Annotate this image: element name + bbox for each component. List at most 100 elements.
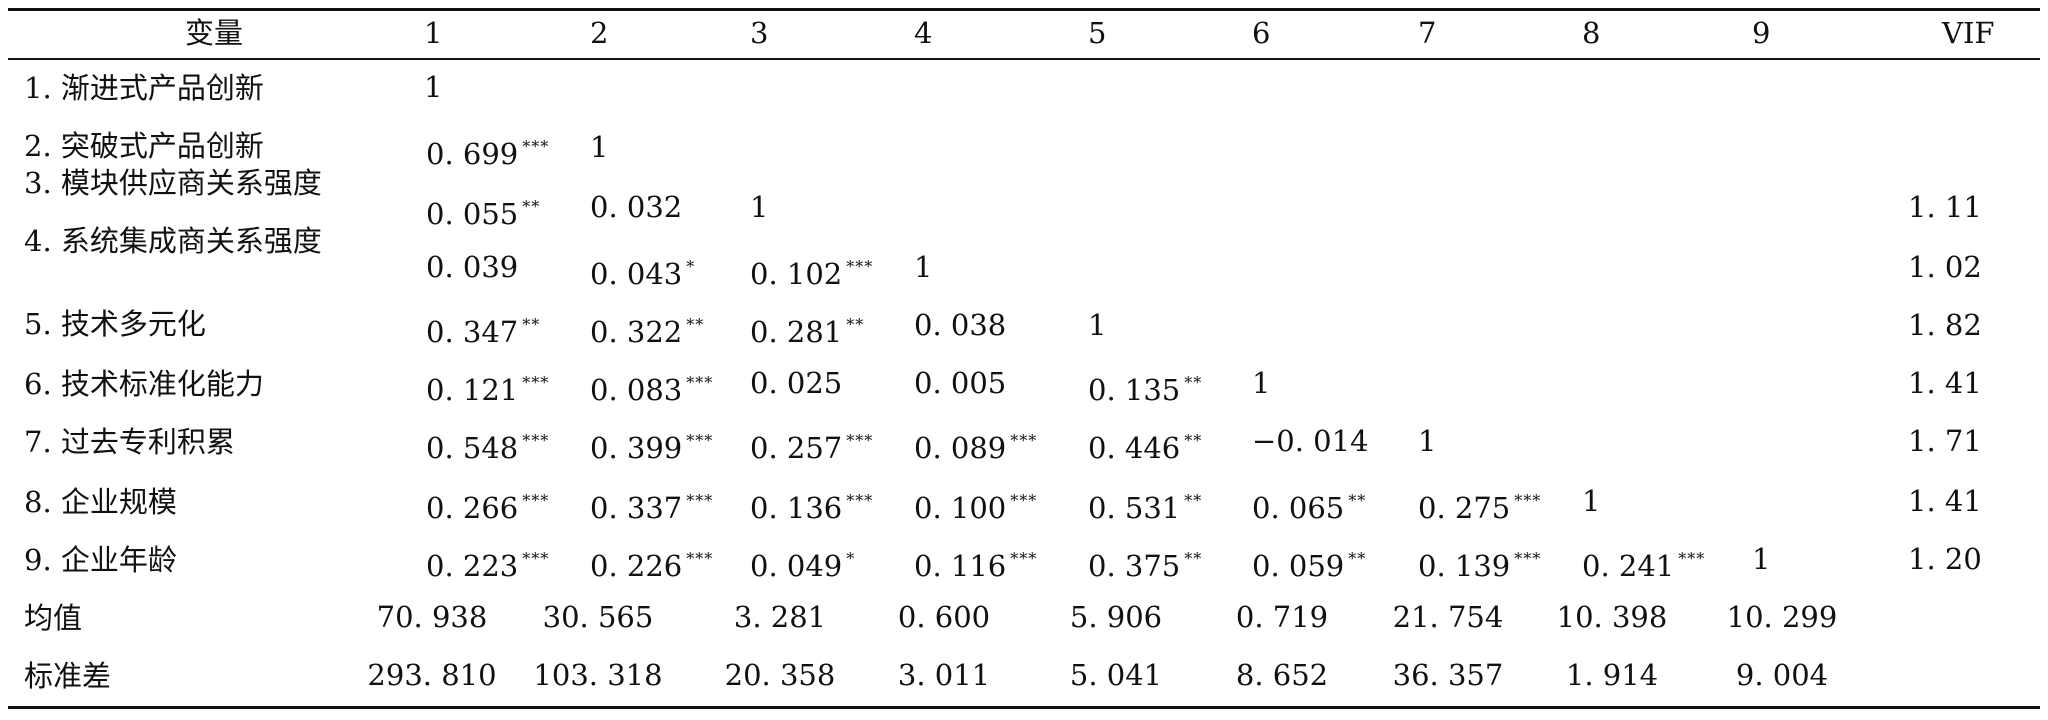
cell-value: 0. 322 — [590, 315, 683, 349]
cell-value: 0. 039 — [426, 250, 519, 284]
table-cell: 0. 375 ** — [1088, 542, 1202, 583]
stats-value: 1. 914 — [1565, 658, 1659, 692]
stats-value: 20. 358 — [724, 658, 836, 692]
significance-marker: *** — [846, 257, 874, 276]
cell-value: 0. 241 — [1582, 549, 1675, 583]
table-cell: 0. 100 *** — [914, 484, 1037, 525]
significance-marker: ** — [846, 315, 865, 334]
table-cell: 0. 266 *** — [426, 484, 549, 525]
table-cell: 0. 548 *** — [426, 424, 549, 465]
table-cell: 0. 121 *** — [426, 366, 549, 407]
cell-value: 0. 226 — [590, 549, 683, 583]
table-cell: 1 — [424, 70, 442, 104]
significance-marker: *** — [1010, 431, 1038, 450]
vif-value: 1. 02 — [1908, 250, 1982, 284]
stats-value: 9. 004 — [1735, 658, 1829, 692]
cell-value: 0. 043 — [590, 257, 683, 291]
table-cell: 0. 322 ** — [590, 308, 704, 349]
table-cell: 0. 275 *** — [1418, 484, 1541, 525]
table-cell: 1 — [1752, 542, 1770, 576]
header-col-2: 2 — [590, 16, 609, 50]
cell-value: 1 — [1088, 308, 1107, 342]
stats-value: 5. 906 — [1069, 600, 1163, 634]
cell-value: 0. 281 — [750, 315, 843, 349]
stats-value: 0. 719 — [1235, 600, 1329, 634]
significance-marker: *** — [1010, 549, 1038, 568]
cell-value: 0. 275 — [1418, 491, 1511, 525]
table-cell: 1 — [914, 250, 932, 284]
stats-value: 36. 357 — [1392, 658, 1504, 692]
cell-value: −0. 014 — [1252, 424, 1369, 458]
cell-value: 0. 337 — [590, 491, 683, 525]
cell-value: 0. 100 — [914, 491, 1007, 525]
cell-value: 0. 059 — [1252, 549, 1345, 583]
cell-value: 0. 121 — [426, 373, 519, 407]
cell-value: 0. 049 — [750, 549, 843, 583]
cell-value: 0. 375 — [1088, 549, 1181, 583]
significance-marker: ** — [1184, 549, 1203, 568]
table-cell: 0. 005 — [914, 366, 1006, 400]
significance-marker: *** — [846, 491, 874, 510]
table-cell: 0. 065 ** — [1252, 484, 1366, 525]
table-cell: 1 — [1418, 424, 1436, 458]
cell-value: 0. 548 — [426, 431, 519, 465]
row-label: 6. 技术标准化能力 — [24, 367, 264, 401]
cell-value: 1 — [750, 190, 769, 224]
significance-marker: *** — [686, 549, 714, 568]
table-top-rule — [8, 8, 2040, 11]
table-cell: 0. 281 ** — [750, 308, 864, 349]
cell-value: 0. 136 — [750, 491, 843, 525]
cell-value: 0. 025 — [750, 366, 843, 400]
significance-marker: *** — [1514, 491, 1542, 510]
cell-value: 0. 116 — [914, 549, 1007, 583]
table-cell: 0. 055 ** — [426, 190, 540, 231]
stats-value: 3. 011 — [897, 658, 991, 692]
cell-value: 0. 032 — [590, 190, 683, 224]
cell-value: 0. 065 — [1252, 491, 1345, 525]
header-vif: VIF — [1942, 16, 1995, 50]
table-cell: 0. 347 ** — [426, 308, 540, 349]
table-cell: 0. 039 — [426, 250, 518, 284]
table-cell: 0. 043 * — [590, 250, 695, 291]
significance-marker: ** — [1348, 491, 1367, 510]
significance-marker: *** — [686, 373, 714, 392]
cell-value: 1 — [1418, 424, 1437, 458]
header-col-5: 5 — [1088, 16, 1107, 50]
significance-marker: *** — [522, 549, 550, 568]
table-cell: 1 — [1088, 308, 1106, 342]
cell-value: 1 — [590, 130, 609, 164]
vif-value: 1. 20 — [1908, 542, 1982, 576]
table-header-rule — [8, 58, 2040, 60]
table-cell: 0. 257 *** — [750, 424, 873, 465]
significance-marker: *** — [1514, 549, 1542, 568]
table-cell: 0. 531 ** — [1088, 484, 1202, 525]
stats-value: 10. 299 — [1726, 600, 1838, 634]
cell-value: 0. 266 — [426, 491, 519, 525]
vif-value: 1. 71 — [1908, 424, 1982, 458]
significance-marker: *** — [686, 431, 714, 450]
cell-value: 0. 699 — [426, 137, 519, 171]
table-cell: 0. 226 *** — [590, 542, 713, 583]
stats-value: 30. 565 — [542, 600, 654, 634]
cell-value: 0. 055 — [426, 197, 519, 231]
row-label: 4. 系统集成商关系强度 — [24, 224, 322, 258]
row-label: 2. 突破式产品创新 — [24, 129, 264, 163]
stats-value: 70. 938 — [376, 600, 488, 634]
vif-value: 1. 41 — [1908, 484, 1982, 518]
table-bottom-rule — [8, 706, 2040, 709]
table-cell: 0. 223 *** — [426, 542, 549, 583]
row-label: 9. 企业年龄 — [24, 543, 177, 577]
row-label: 5. 技术多元化 — [24, 307, 206, 341]
table-cell: 0. 337 *** — [590, 484, 713, 525]
significance-marker: * — [686, 257, 696, 276]
cell-value: 1 — [424, 70, 443, 104]
significance-marker: *** — [522, 431, 550, 450]
significance-marker: ** — [522, 315, 541, 334]
stats-value: 5. 041 — [1069, 658, 1163, 692]
significance-marker: ** — [1348, 549, 1367, 568]
table-cell: 1 — [1582, 484, 1600, 518]
significance-marker: *** — [522, 491, 550, 510]
significance-marker: *** — [522, 137, 550, 156]
table-cell: 0. 136 *** — [750, 484, 873, 525]
header-col-8: 8 — [1582, 16, 1601, 50]
